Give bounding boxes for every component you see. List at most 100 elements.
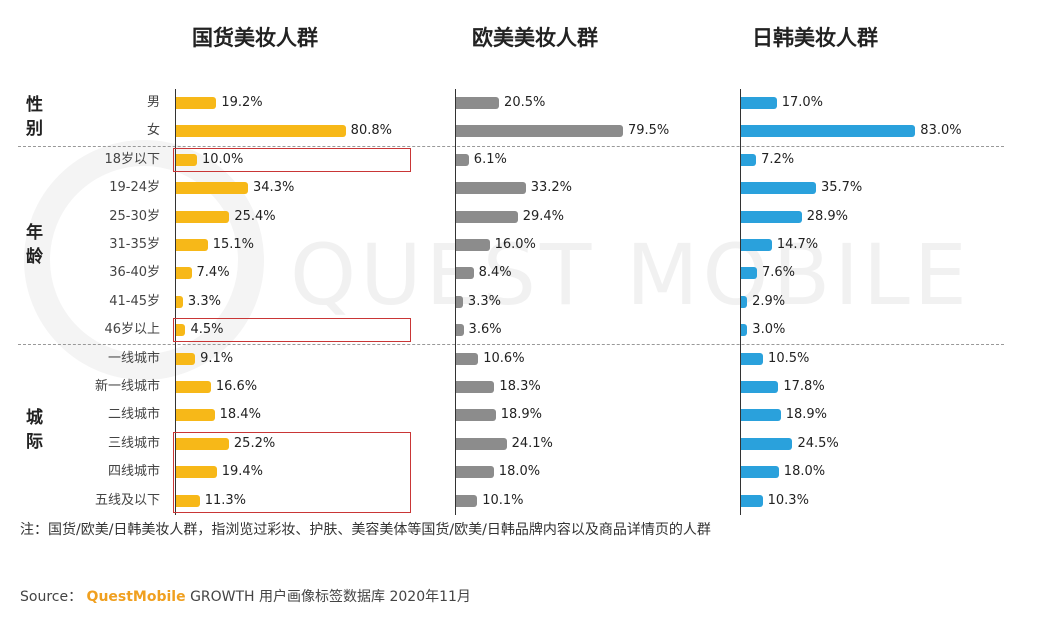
bar-western — [456, 125, 623, 138]
category-label: 36-40岁 — [109, 265, 160, 281]
value-label-western: 6.1% — [473, 151, 507, 167]
bar-western — [456, 381, 495, 393]
bar-western — [456, 210, 518, 223]
bar-jpkr — [741, 494, 763, 507]
bar-jpkr — [741, 210, 802, 223]
bar-western — [456, 182, 526, 195]
group-label: 城际 — [26, 407, 43, 452]
value-label-domestic: 10.0% — [202, 151, 244, 167]
value-label-western: 8.4% — [478, 265, 512, 281]
value-label-domestic: 9.1% — [200, 350, 234, 366]
bar-domestic — [176, 381, 211, 393]
panel-title-jpkr: 日韩美妆人群 — [752, 26, 878, 50]
bar-jpkr — [741, 182, 816, 195]
value-label-domestic: 19.4% — [221, 464, 264, 480]
bar-jpkr — [741, 437, 793, 450]
bar-western — [456, 153, 469, 166]
bar-jpkr — [741, 267, 757, 280]
value-label-jpkr: 17.8% — [783, 379, 825, 394]
value-label-western: 3.6% — [468, 322, 502, 338]
bar-domestic — [176, 267, 192, 280]
bar-jpkr — [741, 153, 757, 166]
value-label-domestic: 11.3% — [204, 492, 247, 508]
value-label-domestic: 3.3% — [187, 293, 221, 309]
category-label: 新一线城市 — [94, 379, 160, 394]
value-label-western: 3.3% — [467, 293, 501, 309]
value-label-western: 18.9% — [500, 407, 542, 423]
category-label: 女 — [146, 123, 160, 139]
panel-title-western: 欧美美妆人群 — [472, 26, 598, 50]
category-label: 19-24岁 — [109, 180, 160, 196]
bar-western — [456, 239, 490, 251]
value-label-jpkr: 14.7% — [776, 237, 819, 252]
value-label-domestic: 19.2% — [221, 95, 263, 110]
bar-jpkr — [741, 125, 916, 138]
value-label-domestic: 25.2% — [233, 435, 276, 451]
bar-jpkr — [741, 409, 781, 422]
bar-domestic — [176, 210, 230, 223]
category-label: 四线城市 — [107, 464, 160, 480]
bar-domestic — [176, 409, 215, 422]
value-label-domestic: 34.3% — [253, 180, 295, 196]
value-label-western: 33.2% — [530, 180, 573, 196]
value-label-western: 20.5% — [504, 95, 546, 110]
highlight-box — [173, 431, 411, 513]
value-label-jpkr: 3.0% — [752, 322, 786, 338]
value-label-jpkr: 35.7% — [820, 180, 863, 196]
value-label-western: 18.0% — [498, 464, 541, 480]
source-rest: GROWTH 用户画像标签数据库 2020年11月 — [190, 589, 471, 605]
bar-domestic — [176, 324, 186, 337]
value-label-jpkr: 2.9% — [752, 293, 786, 309]
axis-line-jpkr — [740, 89, 741, 515]
value-label-jpkr: 18.9% — [785, 407, 827, 423]
axis-line-domestic — [175, 89, 176, 515]
bar-domestic — [176, 125, 346, 138]
highlight-box — [173, 318, 411, 343]
watermark-text: QUEST MOBILE — [290, 226, 971, 324]
bar-western — [456, 324, 464, 337]
bar-western — [456, 295, 463, 308]
value-label-jpkr: 7.2% — [761, 151, 795, 167]
category-label: 男 — [146, 95, 160, 110]
source-line: Source： QuestMobile GROWTH 用户画像标签数据库 202… — [20, 586, 471, 606]
category-label: 五线及以下 — [94, 492, 160, 508]
bar-jpkr — [741, 239, 772, 251]
value-label-domestic: 80.8% — [350, 123, 392, 139]
bar-jpkr — [741, 324, 748, 337]
value-label-western: 24.1% — [511, 435, 553, 451]
bar-jpkr — [741, 97, 777, 109]
value-label-western: 10.1% — [482, 492, 524, 508]
bar-western — [456, 97, 500, 109]
category-label: 三线城市 — [107, 435, 160, 451]
bar-domestic — [176, 239, 208, 251]
value-label-jpkr: 28.9% — [806, 208, 848, 224]
bar-domestic — [176, 153, 197, 166]
bar-western — [456, 494, 478, 507]
value-label-jpkr: 18.0% — [783, 464, 826, 480]
footnote: 注：国货/欧美/日韩美妆人群，指浏览过彩妆、护肤、美容美体等国货/欧美/日韩品牌… — [20, 522, 711, 538]
value-label-domestic: 25.4% — [234, 208, 276, 224]
bar-domestic — [176, 295, 183, 308]
value-label-western: 10.6% — [483, 350, 525, 366]
axis-line-western — [455, 89, 456, 515]
bar-western — [456, 352, 479, 365]
value-label-jpkr: 7.6% — [761, 265, 795, 281]
category-label: 46岁以上 — [104, 322, 160, 338]
value-label-western: 18.3% — [499, 379, 541, 394]
value-label-jpkr: 17.0% — [781, 95, 823, 110]
category-label: 18岁以下 — [104, 151, 160, 167]
source-prefix: Source： — [20, 589, 83, 605]
bar-jpkr — [741, 466, 779, 479]
value-label-jpkr: 10.3% — [767, 492, 809, 508]
bar-domestic — [176, 466, 217, 479]
value-label-western: 29.4% — [522, 208, 565, 224]
bar-western — [456, 409, 496, 422]
category-label: 25-30岁 — [109, 208, 160, 224]
category-label: 二线城市 — [107, 407, 160, 423]
value-label-jpkr: 24.5% — [797, 435, 839, 451]
source-brand: QuestMobile — [86, 589, 186, 605]
panel-title-domestic: 国货美妆人群 — [192, 26, 318, 50]
group-label: 性别 — [26, 95, 43, 140]
value-label-western: 79.5% — [627, 123, 670, 139]
